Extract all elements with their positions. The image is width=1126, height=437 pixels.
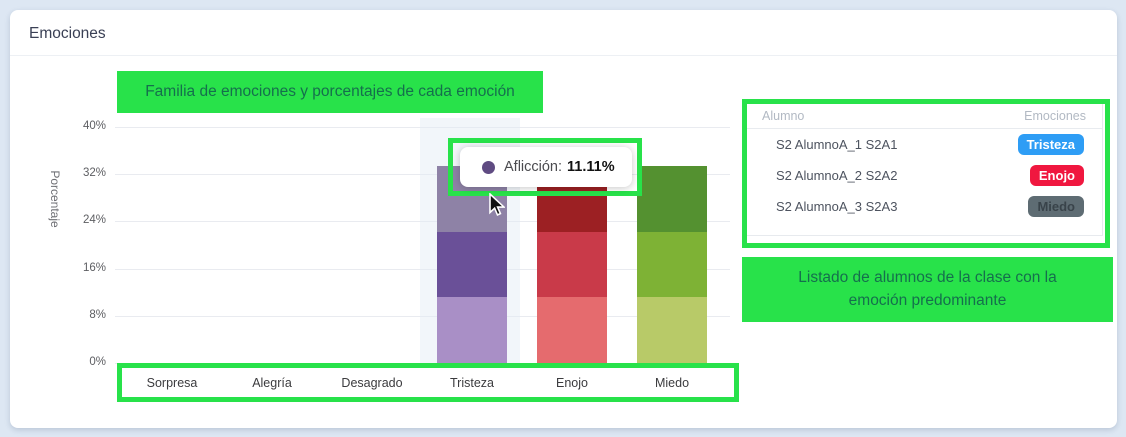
students-table-header: Alumno Emociones bbox=[747, 104, 1102, 129]
table-row: S2 AlumnoA_3 S2A3 Miedo bbox=[747, 191, 1102, 222]
table-annotation-text: Listado de alumnos de la clase con la em… bbox=[798, 269, 1057, 309]
column-header-alumno: Alumno bbox=[762, 109, 805, 123]
bar-segment-tristeza-1[interactable] bbox=[437, 231, 507, 298]
y-tick-label: 24% bbox=[82, 214, 106, 227]
student-name: S2 AlumnoA_3 S2A3 bbox=[776, 199, 898, 214]
bar-segment-enojo-1[interactable] bbox=[537, 231, 607, 298]
y-tick-label: 16% bbox=[82, 261, 106, 274]
mouse-cursor-icon bbox=[489, 193, 505, 216]
tooltip-value: 11.11% bbox=[567, 159, 615, 175]
card-header-divider bbox=[10, 55, 1117, 56]
students-table-body: S2 AlumnoA_1 S2A1 Tristeza S2 AlumnoA_2 S2… bbox=[747, 129, 1102, 222]
gridline-32% bbox=[115, 174, 730, 176]
x-axis-annotation-box bbox=[117, 363, 739, 402]
table-annotation-note: Listado de alumnos de la clase con la em… bbox=[742, 257, 1113, 322]
student-name: S2 AlumnoA_1 S2A1 bbox=[776, 137, 898, 152]
x-category-label-desagrado: Desagrado bbox=[341, 376, 403, 390]
bar-segment-enojo-0[interactable] bbox=[537, 297, 607, 363]
x-category-label-miedo: Miedo bbox=[654, 376, 690, 390]
bar-segment-miedo-0[interactable] bbox=[637, 297, 707, 363]
chart-annotation-text: Familia de emociones y porcentajes de ca… bbox=[145, 83, 515, 100]
gridline-24% bbox=[115, 221, 730, 223]
students-table: Alumno Emociones S2 AlumnoA_1 S2A1 Triste… bbox=[747, 104, 1103, 236]
emotion-badge-miedo: Miedo bbox=[1028, 195, 1084, 218]
bar-segment-miedo-1[interactable] bbox=[637, 231, 707, 298]
column-header-emociones: Emociones bbox=[1024, 109, 1086, 123]
x-category-label-sorpresa: Sorpresa bbox=[146, 376, 198, 390]
x-category-label-alegría: Alegría bbox=[252, 376, 292, 390]
student-name: S2 AlumnoA_2 S2A2 bbox=[776, 168, 898, 183]
gridline-16% bbox=[115, 268, 730, 270]
table-row: S2 AlumnoA_1 S2A1 Tristeza bbox=[747, 129, 1102, 160]
tooltip-series-dot-icon bbox=[482, 160, 495, 174]
y-tick-label: 8% bbox=[89, 308, 106, 321]
card-title: Emociones bbox=[29, 25, 106, 42]
x-category-label-tristeza: Tristeza bbox=[450, 376, 494, 390]
gridline-40% bbox=[115, 127, 730, 128]
chart-tooltip: Aflicción: 11.11% bbox=[460, 147, 632, 187]
emotion-badge-tristeza: Tristeza bbox=[1017, 133, 1084, 156]
tooltip-annotation-box bbox=[448, 138, 642, 196]
y-tick-label: 40% bbox=[82, 120, 106, 132]
tooltip-label: Aflicción: bbox=[504, 159, 563, 175]
y-tick-label: 0% bbox=[89, 356, 106, 368]
x-category-label-enojo: Enojo bbox=[556, 376, 588, 390]
table-row: S2 AlumnoA_2 S2A2 Enojo bbox=[747, 160, 1102, 191]
gridline-8% bbox=[115, 315, 730, 317]
bar-segment-tristeza-0[interactable] bbox=[437, 297, 507, 363]
bar-segment-miedo-2[interactable] bbox=[637, 166, 707, 232]
emotion-badge-enojo: Enojo bbox=[1029, 164, 1084, 187]
y-tick-label: 32% bbox=[82, 167, 106, 180]
chart-annotation-note: Familia de emociones y porcentajes de ca… bbox=[117, 71, 543, 113]
